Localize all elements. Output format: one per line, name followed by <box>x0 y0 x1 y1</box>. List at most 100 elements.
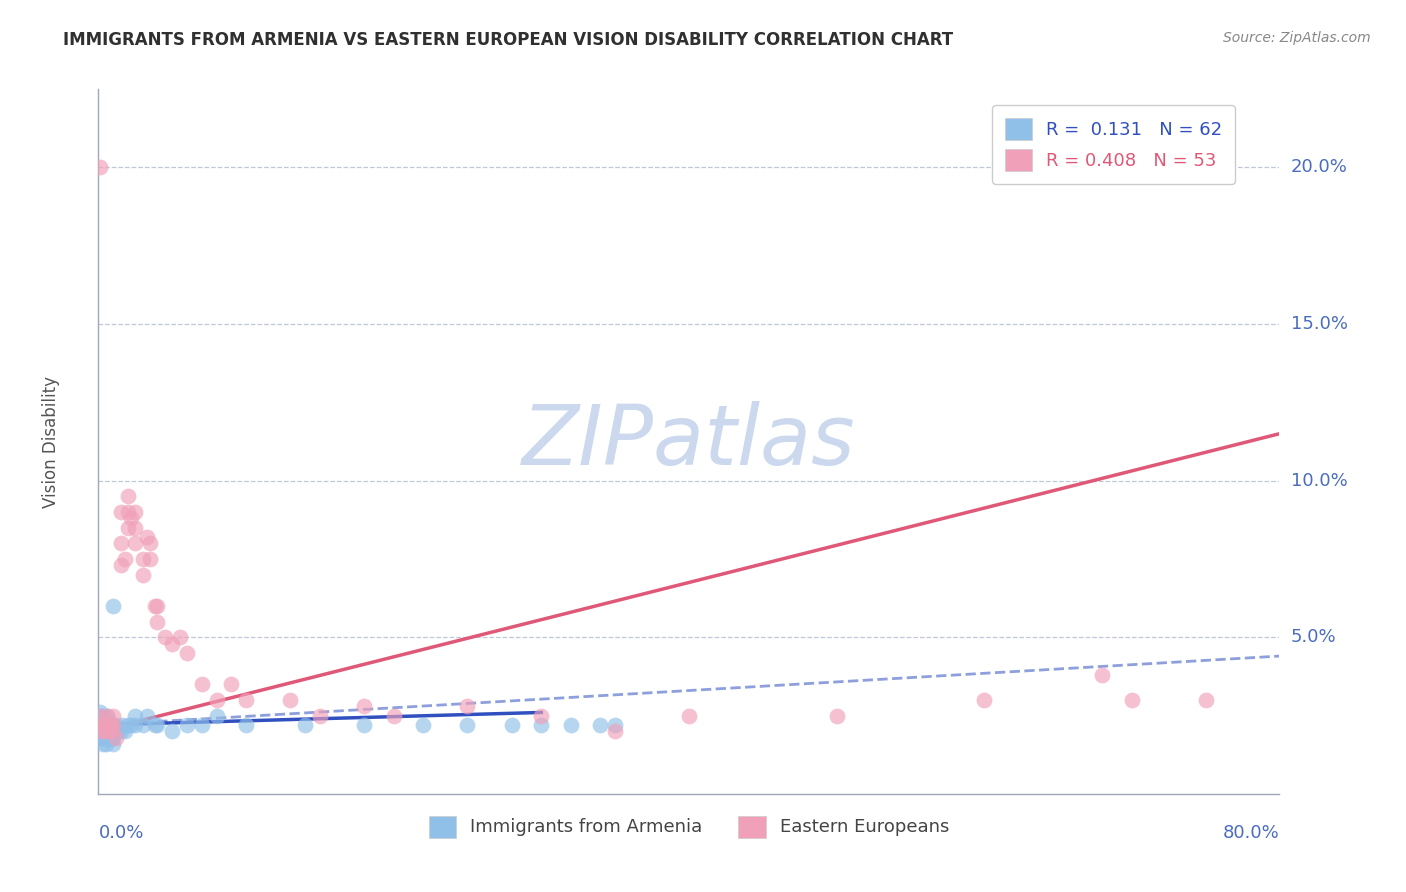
Point <box>825 708 848 723</box>
Point <box>91 737 114 751</box>
Point <box>1121 693 1143 707</box>
Text: Source: ZipAtlas.com: Source: ZipAtlas.com <box>1223 31 1371 45</box>
Point <box>221 677 243 691</box>
Point <box>530 708 553 723</box>
Point <box>96 731 118 745</box>
Point <box>382 708 405 723</box>
Point <box>176 718 198 732</box>
Point <box>103 724 125 739</box>
Point <box>110 558 132 573</box>
Point <box>235 718 257 732</box>
Text: Vision Disability: Vision Disability <box>42 376 60 508</box>
Point <box>105 718 128 732</box>
Point <box>124 505 146 519</box>
Point <box>94 718 117 732</box>
Point <box>120 511 142 525</box>
Point <box>90 708 112 723</box>
Point <box>103 737 125 751</box>
Point <box>1091 668 1114 682</box>
Point <box>117 505 139 519</box>
Point <box>114 724 136 739</box>
Point <box>353 699 375 714</box>
Point <box>146 718 169 732</box>
Point <box>93 731 115 745</box>
Point <box>110 505 132 519</box>
Point <box>107 724 129 739</box>
Point <box>294 718 316 732</box>
Point <box>191 677 214 691</box>
Text: 80.0%: 80.0% <box>1223 824 1279 842</box>
Point <box>132 567 155 582</box>
Point <box>97 724 120 739</box>
Point <box>100 724 122 739</box>
Point <box>103 599 125 613</box>
Text: 5.0%: 5.0% <box>1291 628 1336 647</box>
Point <box>89 706 111 720</box>
Point <box>114 552 136 566</box>
Point <box>97 714 120 729</box>
Point <box>103 708 125 723</box>
Point <box>139 552 162 566</box>
Point <box>94 714 117 729</box>
Point <box>90 724 112 739</box>
Point <box>96 708 118 723</box>
Point <box>91 718 114 732</box>
Point <box>110 724 132 739</box>
Point <box>98 718 121 732</box>
Point <box>1195 693 1218 707</box>
Point <box>98 731 121 745</box>
Text: 0.0%: 0.0% <box>98 824 143 842</box>
Point <box>89 718 111 732</box>
Text: ZIPatlas: ZIPatlas <box>522 401 856 482</box>
Point <box>124 521 146 535</box>
Point <box>153 630 176 644</box>
Point <box>94 724 117 739</box>
Point <box>169 630 191 644</box>
Point <box>105 731 128 745</box>
Point <box>132 718 155 732</box>
Point <box>117 521 139 535</box>
Point <box>90 718 112 732</box>
Point <box>139 536 162 550</box>
Point <box>143 718 166 732</box>
Point <box>96 724 118 739</box>
Point <box>111 718 134 732</box>
Text: 15.0%: 15.0% <box>1291 315 1347 333</box>
Point <box>100 718 122 732</box>
Point <box>457 699 479 714</box>
Point <box>124 708 146 723</box>
Point <box>124 718 146 732</box>
Point <box>605 718 627 732</box>
Point <box>412 718 434 732</box>
Point <box>124 536 146 550</box>
Legend: Immigrants from Armenia, Eastern Europeans: Immigrants from Armenia, Eastern Europea… <box>422 808 956 845</box>
Text: 10.0%: 10.0% <box>1291 472 1347 490</box>
Point <box>117 718 139 732</box>
Point <box>103 718 125 732</box>
Point <box>205 693 228 707</box>
Point <box>280 693 302 707</box>
Point <box>176 646 198 660</box>
Point <box>93 714 115 729</box>
Point <box>90 731 112 745</box>
Point <box>501 718 523 732</box>
Point <box>91 731 114 745</box>
Point <box>91 708 114 723</box>
Point <box>89 708 111 723</box>
Point <box>93 724 115 739</box>
Point <box>110 536 132 550</box>
Point <box>90 724 112 739</box>
Point <box>162 636 183 650</box>
Point <box>589 718 612 732</box>
Point <box>678 708 700 723</box>
Point <box>96 708 118 723</box>
Point <box>973 693 995 707</box>
Point <box>94 731 117 745</box>
Point <box>93 724 115 739</box>
Point <box>91 718 114 732</box>
Point <box>309 708 332 723</box>
Point <box>89 161 111 175</box>
Point <box>560 718 582 732</box>
Point <box>191 718 214 732</box>
Point <box>146 615 169 629</box>
